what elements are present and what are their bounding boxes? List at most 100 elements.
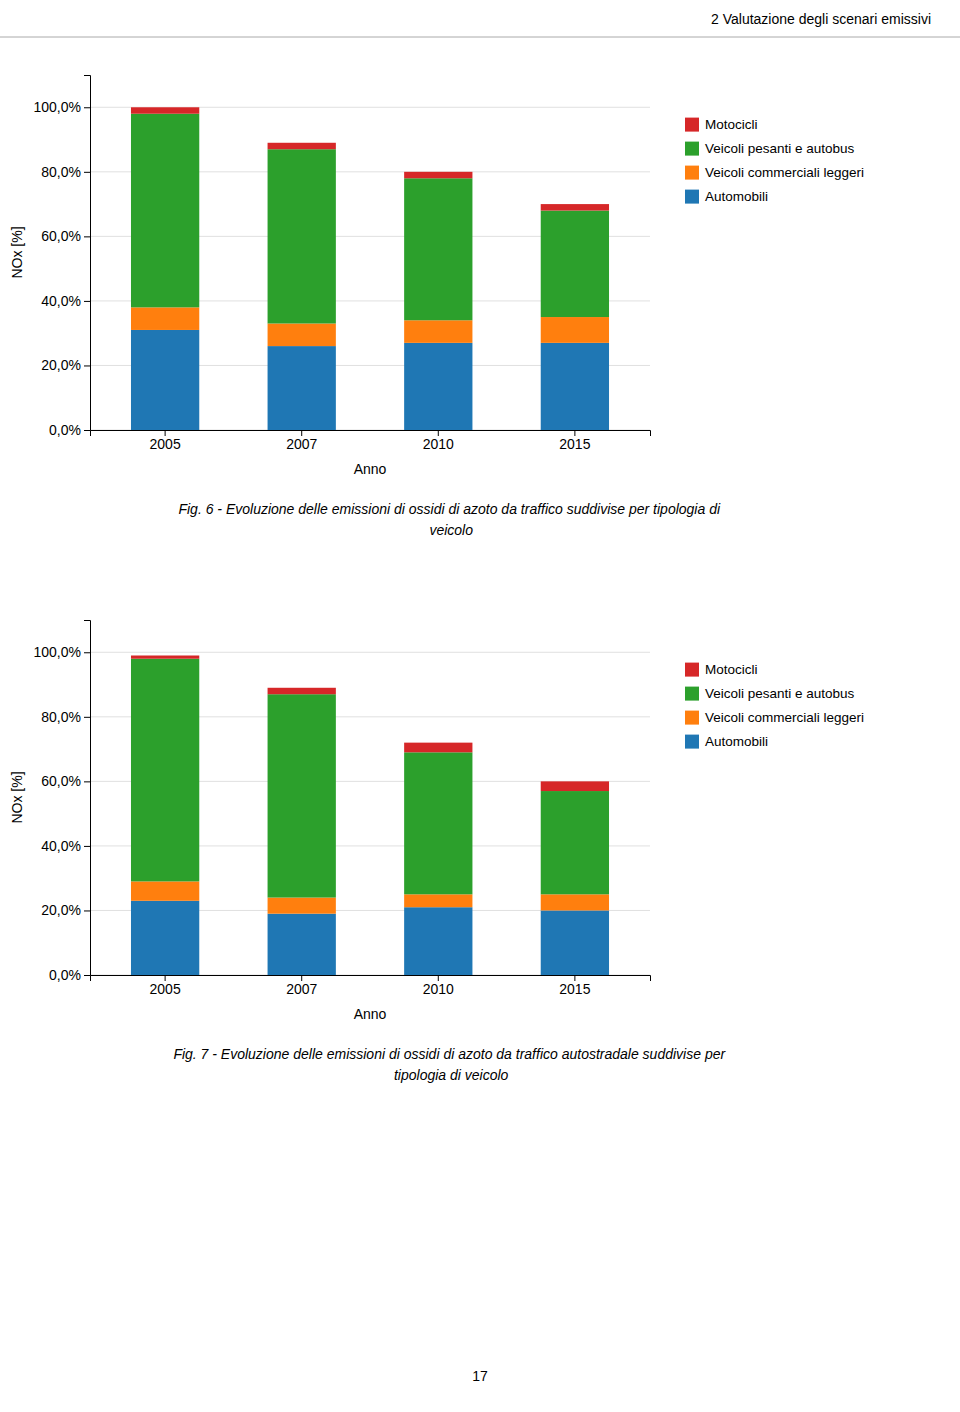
y-tick-label: 0,0% <box>49 422 81 438</box>
legend-swatch <box>685 663 699 677</box>
y-tick-label: 40,0% <box>41 293 81 309</box>
y-tick-mark <box>84 975 90 976</box>
x-tick-label: 2007 <box>286 981 317 997</box>
y-tick: 80,0% <box>41 164 90 180</box>
y-tick: 80,0% <box>41 709 90 725</box>
legend-label: Automobili <box>705 734 768 749</box>
bar <box>131 881 199 900</box>
y-tick-label: 20,0% <box>41 902 81 918</box>
y-tick-label: 20,0% <box>41 357 81 373</box>
x-tick-label: 2005 <box>150 436 181 452</box>
bar <box>404 320 472 343</box>
series <box>131 656 609 792</box>
y-tick-label: 80,0% <box>41 164 81 180</box>
bar <box>404 743 472 753</box>
legend-swatch <box>685 735 699 749</box>
y-tick: 20,0% <box>41 357 90 373</box>
legend-item: Veicoli commerciali leggeri <box>685 710 864 725</box>
y-axis-line <box>84 76 91 431</box>
y-tick-mark <box>84 652 90 653</box>
legend-label: Veicoli commerciali leggeri <box>705 165 864 180</box>
legend-label: Veicoli pesanti e autobus <box>705 141 855 156</box>
bar <box>131 659 199 882</box>
y-tick-label: 40,0% <box>41 838 81 854</box>
y-tick: 0,0% <box>49 967 90 983</box>
bar <box>404 343 472 430</box>
bar <box>541 317 609 343</box>
legend: Motocicli Veicoli pesanti e autobus Veicol… <box>685 117 864 204</box>
bar <box>404 894 472 907</box>
y-tick: 100,0% <box>34 644 90 660</box>
y-tick-label: 60,0% <box>41 773 81 789</box>
y-tick-label: 80,0% <box>41 709 81 725</box>
series <box>131 107 609 210</box>
x-axis-title: Anno <box>354 461 387 477</box>
y-tick-label: 100,0% <box>34 644 81 660</box>
bar <box>268 324 336 347</box>
x-tick-label: 2010 <box>423 981 454 997</box>
legend-item: Motocicli <box>685 117 758 132</box>
x-tick: 2005 <box>150 975 181 997</box>
x-tick-label: 2015 <box>559 436 590 452</box>
y-axis: 0,0% 20,0% 40,0% 60,0% 80,0% 100,0% <box>34 621 91 983</box>
y-tick-mark <box>84 846 90 847</box>
y-tick-label: 0,0% <box>49 967 81 983</box>
y-tick: 40,0% <box>41 838 90 854</box>
legend-item: Veicoli pesanti e autobus <box>685 686 855 701</box>
x-tick: 2010 <box>423 430 454 452</box>
y-tick: 20,0% <box>41 902 90 918</box>
bar <box>541 791 609 894</box>
legend-label: Motocicli <box>705 662 758 677</box>
series <box>131 659 609 898</box>
y-tick-mark <box>84 172 90 173</box>
y-axis-title: NOx [%] <box>9 771 25 823</box>
y-axis: 0,0%20,0%40,0%60,0%80,0%100,0% <box>34 76 91 438</box>
bar <box>268 898 336 914</box>
grid <box>90 652 650 975</box>
y-tick-mark <box>84 781 90 782</box>
bar <box>268 149 336 323</box>
page: 2 Valutazione degli scenari emissivi2005… <box>0 0 960 1412</box>
y-tick-mark <box>84 365 90 366</box>
x-tick: 2007 <box>286 430 317 452</box>
header-rule <box>0 37 960 38</box>
bar <box>541 910 609 975</box>
y-tick-label: 100,0% <box>34 99 81 115</box>
legend-label: Veicoli commerciali leggeri <box>705 710 864 725</box>
page-number: 17 <box>472 1368 488 1384</box>
bar <box>268 688 336 694</box>
bar <box>131 107 199 113</box>
chart: 2005 2007 2010 2015 0,0% 20,0% 40,0% 60,0% 80,0%… <box>9 621 864 1084</box>
legend-item: Automobili <box>685 189 768 204</box>
y-tick: 40,0% <box>41 293 90 309</box>
bar <box>541 781 609 791</box>
bar <box>131 656 199 659</box>
legend-label: Veicoli pesanti e autobus <box>705 686 855 701</box>
x-tick-label: 2015 <box>559 981 590 997</box>
bar <box>404 907 472 975</box>
x-axis: 2005 2007 2010 2015 <box>91 975 651 997</box>
y-tick: 100,0% <box>34 99 90 115</box>
bar <box>541 204 609 210</box>
legend-label: Automobili <box>705 189 768 204</box>
legend-item: Automobili <box>685 734 768 749</box>
bars <box>131 107 609 430</box>
bar <box>131 330 199 430</box>
y-tick-mark <box>84 107 90 108</box>
bar <box>541 343 609 430</box>
series <box>131 881 609 913</box>
bar <box>404 172 472 178</box>
y-tick-mark <box>84 236 90 237</box>
legend-swatch <box>685 190 699 204</box>
grid-line <box>90 652 650 653</box>
series <box>131 330 609 430</box>
y-axis-title: NOx [%] <box>9 226 25 278</box>
bar <box>541 211 609 318</box>
series <box>131 307 609 346</box>
legend-swatch <box>685 142 699 156</box>
x-tick: 2015 <box>559 975 590 997</box>
legend-swatch <box>685 711 699 725</box>
bar <box>268 346 336 430</box>
legend-swatch <box>685 118 699 132</box>
series <box>131 901 609 975</box>
